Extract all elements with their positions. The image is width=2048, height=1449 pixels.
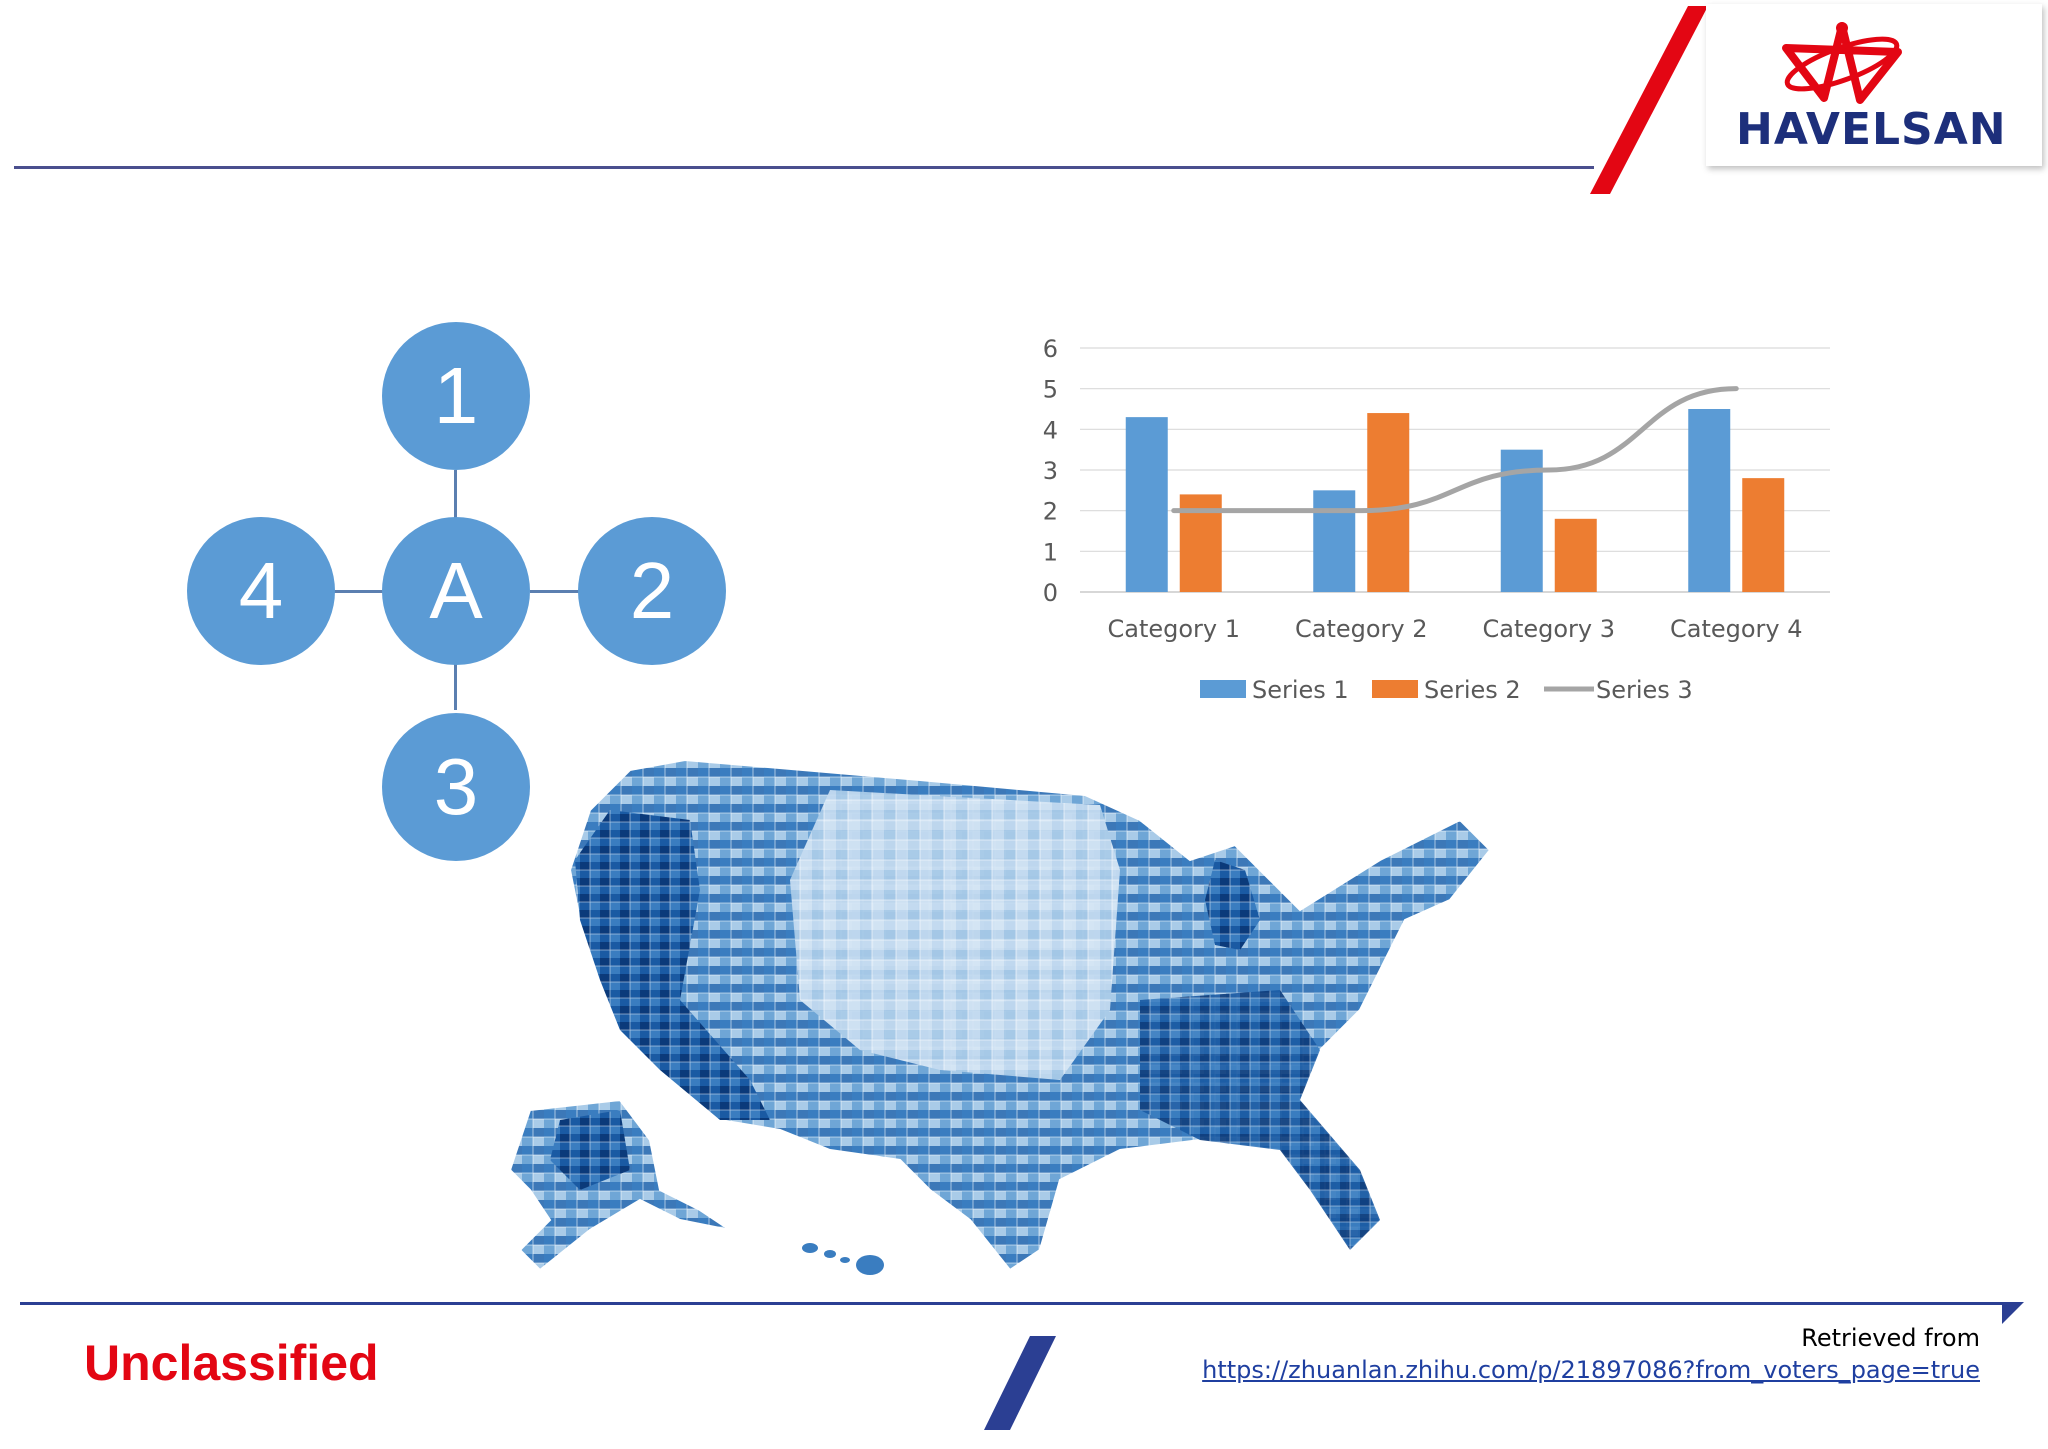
y-tick-label: 2 — [1043, 498, 1058, 526]
y-tick-label: 5 — [1043, 376, 1058, 404]
connector-right — [530, 590, 580, 593]
chart: 0 1 2 3 4 5 6 Category 1 Category 2 Category 3 Cat… — [1010, 320, 1880, 720]
map-hawaii — [802, 1243, 884, 1275]
map-southeast — [1140, 990, 1380, 1250]
connector-bottom — [454, 660, 457, 710]
bar-series-1 — [1688, 409, 1731, 592]
x-tick-label: Category 1 — [1107, 615, 1240, 643]
legend-swatch — [1372, 680, 1418, 698]
connector-top — [454, 470, 457, 520]
connector-left — [334, 590, 384, 593]
node-bottom: 3 — [382, 713, 530, 861]
footer-blue-stripe — [984, 1336, 1056, 1430]
bar-series-2 — [1554, 518, 1597, 592]
legend-swatch — [1200, 680, 1246, 698]
y-tick-label: 1 — [1043, 538, 1058, 566]
logo-text: HAVELSAN — [1736, 104, 2007, 155]
y-tick-label: 3 — [1043, 457, 1058, 485]
bar-series-2 — [1367, 413, 1410, 592]
bar-series-2 — [1742, 478, 1785, 592]
node-center: A — [382, 517, 530, 665]
map-michigan — [1205, 860, 1260, 950]
bar-series-1 — [1125, 417, 1168, 592]
source-link[interactable]: https://zhuanlan.zhihu.com/p/21897086?fr… — [1202, 1356, 1980, 1384]
red-stripe — [1590, 6, 1708, 194]
y-tick-label: 0 — [1043, 579, 1058, 607]
bar-series-1 — [1313, 490, 1356, 592]
legend-label: Series 3 — [1596, 676, 1693, 704]
node-top: 1 — [382, 322, 530, 470]
y-tick-label: 4 — [1043, 416, 1058, 444]
combo-chart: 0 1 2 3 4 5 6 Category 1 Category 2 Category 3 Cat… — [1043, 335, 1830, 704]
y-tick-label: 6 — [1043, 335, 1058, 363]
havelsan-logo: HAVELSAN — [1706, 4, 2042, 166]
footer-corner-mark — [2002, 1302, 2024, 1324]
footer-rule — [20, 1302, 2005, 1305]
x-tick-label: Category 4 — [1670, 615, 1803, 643]
node-left: 4 — [187, 517, 335, 665]
legend-label: Series 2 — [1424, 676, 1521, 704]
x-tick-label: Category 2 — [1295, 615, 1428, 643]
x-tick-label: Category 3 — [1482, 615, 1615, 643]
node-right: 2 — [578, 517, 726, 665]
map-west-coast — [575, 810, 770, 1120]
source-label: Retrieved from — [1801, 1324, 1980, 1352]
classification-label: Unclassified — [84, 1335, 379, 1391]
us-county-map — [508, 758, 1492, 1275]
legend-label: Series 1 — [1252, 676, 1349, 704]
map-plains — [790, 790, 1120, 1080]
line-series-3 — [1171, 386, 1739, 514]
header-rule — [14, 166, 1594, 169]
brand-stripe — [1590, 6, 1708, 194]
logo-star-icon — [1782, 22, 1902, 104]
